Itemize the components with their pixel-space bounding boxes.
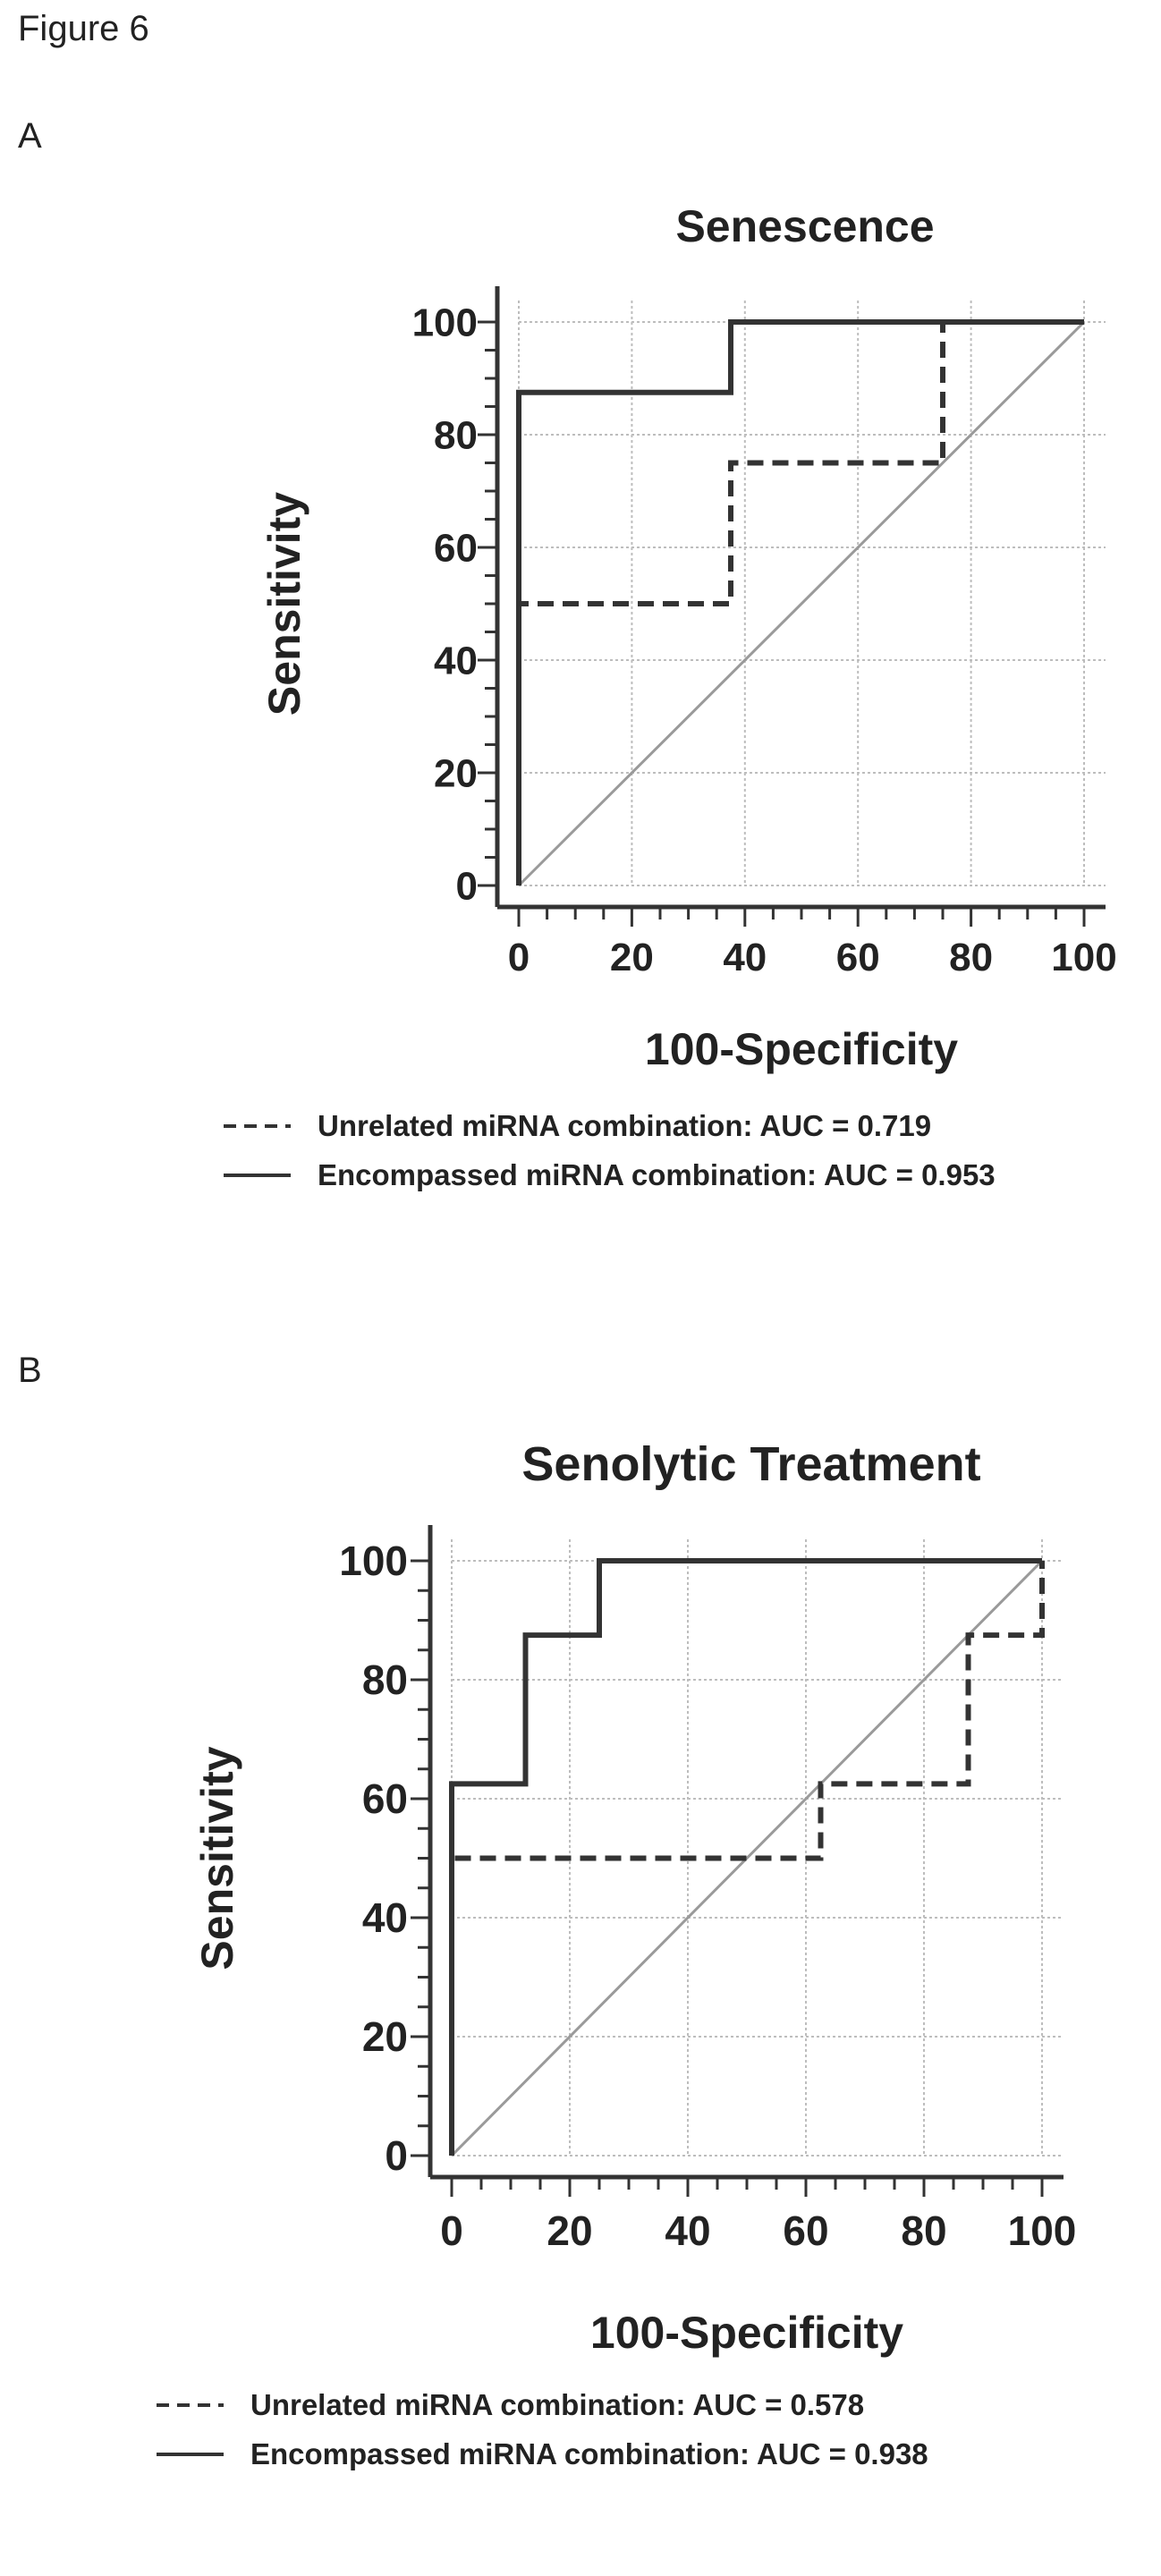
y-tick-label: 0: [456, 864, 478, 908]
reference-diagonal-line: [517, 320, 1086, 887]
y-tick-label: 80: [362, 1657, 408, 1703]
x-tick-label: 100: [1051, 936, 1116, 979]
y-tick-label: 40: [434, 639, 478, 682]
x-tick-label: 40: [665, 2207, 710, 2254]
y-tick-label: 40: [362, 1894, 408, 1941]
y-axis-label: Sensitivity: [259, 492, 309, 716]
roc-chart-senolytic-treatment: 0 20 40 60 80 100 0 20 40 60 80 100 Senolytic Treatm…: [157, 1437, 1077, 2470]
x-tick-label: 80: [901, 2207, 946, 2254]
y-tick-label: 60: [434, 526, 478, 570]
figure-label: Figure 6: [18, 9, 149, 48]
x-tick-label: 60: [836, 936, 880, 979]
x-axis-label: 100-Specificity: [590, 2308, 903, 2358]
roc-curve-encompassed: [516, 319, 1084, 886]
legend-label: Encompassed miRNA combination: AUC = 0.9…: [250, 2437, 928, 2470]
y-tick-label: 100: [412, 301, 478, 344]
x-tick-label: 80: [949, 936, 993, 979]
x-tick-label: 0: [508, 936, 530, 979]
chart-title: Senolytic Treatment: [521, 1437, 980, 1491]
roc-curve-unrelated: [449, 1561, 1045, 2156]
legend-label: Unrelated miRNA combination: AUC = 0.719: [318, 1109, 931, 1142]
x-tick-label: 20: [547, 2207, 592, 2254]
panel-label-a: A: [18, 116, 42, 156]
x-tick-label: 0: [440, 2207, 463, 2254]
y-tick-label: 20: [434, 751, 478, 795]
legend-label: Encompassed miRNA combination: AUC = 0.9…: [318, 1158, 996, 1191]
y-tick-label: 20: [362, 2013, 408, 2060]
x-tick-label: 40: [723, 936, 767, 979]
legend-label: Unrelated miRNA combination: AUC = 0.578: [250, 2388, 864, 2421]
y-tick-label: 0: [385, 2132, 408, 2179]
x-tick-label: 60: [783, 2207, 828, 2254]
chart-title: Senescence: [675, 201, 934, 251]
grid: [518, 301, 1106, 886]
y-tick-label: 60: [362, 1775, 408, 1822]
roc-curve-encompassed: [449, 1558, 1042, 2156]
x-axis-label: 100-Specificity: [645, 1024, 958, 1074]
grid: [451, 1539, 1064, 2157]
x-tick-label: 20: [610, 936, 654, 979]
y-axis-label: Sensitivity: [192, 1746, 242, 1970]
y-tick-label: 100: [339, 1538, 408, 1584]
panel-label-b: B: [18, 1351, 42, 1390]
x-tick-label: 100: [1008, 2207, 1077, 2254]
y-tick-label: 80: [434, 413, 478, 457]
roc-chart-senescence: 0 20 40 60 80 100 0 20 40 60 80 100 Senescence 100-Sp…: [224, 201, 1117, 1191]
reference-diagonal-line: [450, 1559, 1044, 2157]
